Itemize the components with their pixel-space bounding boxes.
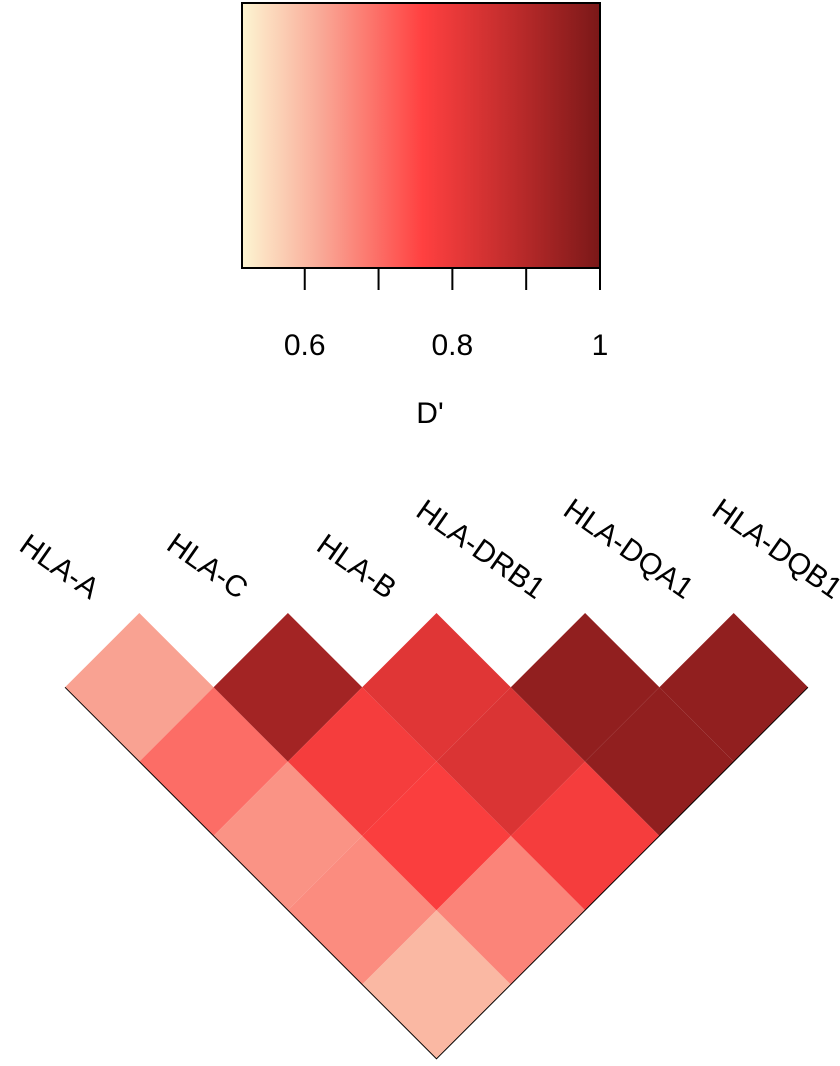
ld-cell (362, 613, 511, 762)
colorbar-tick-label: 1 (592, 329, 609, 362)
triangle-outline (64, 686, 809, 1060)
colorbar (241, 2, 601, 269)
gene-label: HLA-C (161, 527, 254, 606)
colorbar-tick-label: 0.6 (284, 329, 326, 362)
gene-label: HLA-DRB1 (410, 494, 550, 606)
ld-cell (510, 613, 660, 762)
gene-label: HLA-A (14, 528, 105, 606)
ld-cell (436, 687, 586, 836)
colorbar-tick-label: 0.8 (432, 329, 474, 362)
ld-cell (213, 613, 363, 762)
gene-label: HLA-DQA1 (557, 493, 699, 606)
colorbar-title: D' (416, 397, 443, 430)
gene-label: HLA-B (311, 528, 402, 606)
gene-label: HLA-DQB1 (706, 493, 840, 606)
